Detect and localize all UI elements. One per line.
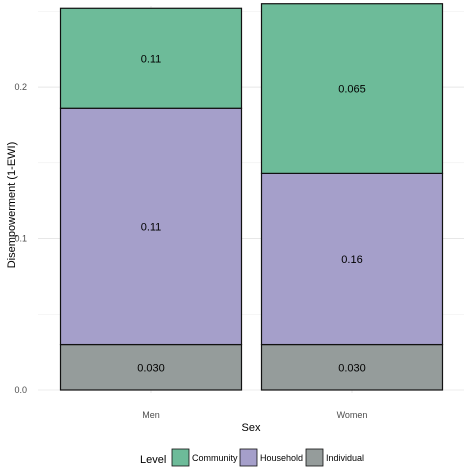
legend-swatch-household (239, 448, 258, 467)
bar-segment-household-men (59, 107, 243, 346)
legend-label-community: Community (192, 453, 238, 463)
x-tick-label: Women (337, 410, 368, 420)
y-tick-label: 0.1 (14, 234, 27, 244)
legend-title: Level (140, 454, 166, 466)
x-tick-label: Men (142, 410, 160, 420)
y-axis: 0.0 0.1 0.2 (14, 82, 27, 395)
legend: Level Community Household Individual (140, 448, 364, 467)
y-tick-label: 0.2 (14, 82, 27, 92)
bar-value-labels: 0.030 0.11 0.11 0.030 0.16 0.065 (137, 53, 366, 374)
legend-label-individual: Individual (326, 453, 364, 463)
bar-value-label: 0.16 (341, 254, 362, 266)
bar-value-label: 0.065 (338, 84, 366, 96)
y-axis-title: Disempowerment (1-EWI) (6, 142, 18, 269)
y-tick-label: 0.0 (14, 385, 27, 395)
bar-segment-community-women (260, 3, 444, 174)
bar-segment-individual-men (59, 343, 243, 391)
bar-value-label: 0.030 (137, 362, 165, 374)
x-axis: Men Women (142, 410, 367, 420)
bar-segment-individual-women (260, 343, 444, 391)
bar-value-label: 0.030 (338, 362, 366, 374)
bars (59, 3, 444, 391)
bar-segment-community-men (59, 7, 243, 109)
bar-value-label: 0.11 (141, 221, 162, 233)
bar-value-label: 0.11 (141, 53, 162, 65)
legend-label-household: Household (260, 453, 303, 463)
legend-swatch-individual (305, 448, 324, 467)
x-axis-title: Sex (242, 422, 261, 434)
legend-swatch-community (171, 448, 190, 467)
bar-segment-household-women (260, 172, 444, 346)
